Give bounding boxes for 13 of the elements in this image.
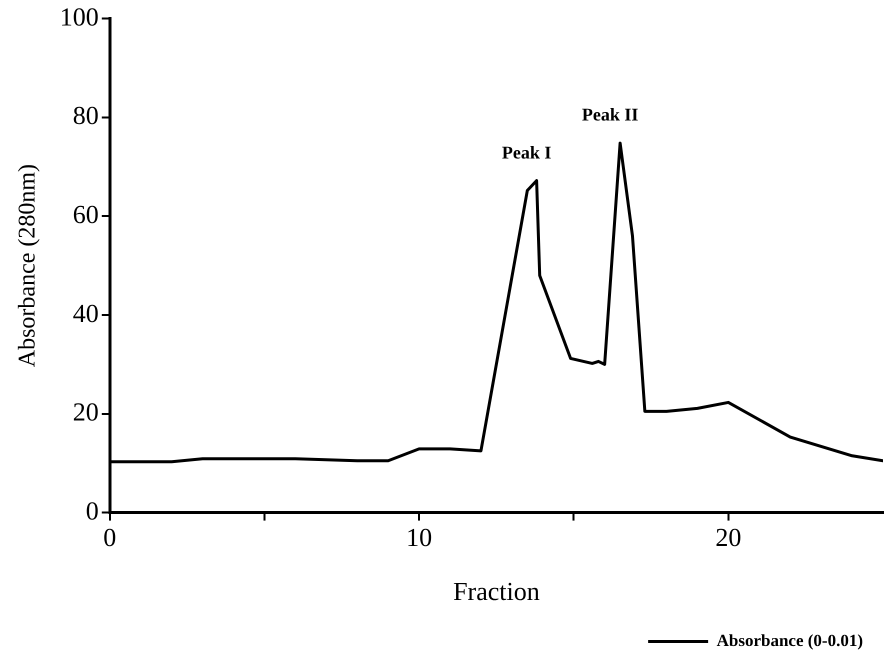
x-axis-title: Fraction: [453, 577, 540, 606]
x-tick-label: 20: [715, 523, 742, 552]
y-tick-label: 100: [60, 2, 99, 32]
y-axis-title: Absorbance (280nm): [14, 164, 41, 368]
x-tick-label: 10: [406, 523, 432, 552]
y-tick-label: 40: [72, 298, 99, 328]
annotation: Peak II: [582, 104, 638, 125]
y-tick-label: 80: [72, 101, 99, 130]
annotation: Peak I: [502, 142, 552, 162]
y-tick-label: 60: [72, 200, 99, 230]
y-tick-label: 0: [86, 496, 99, 526]
legend-label: Absorbance (0-0.01): [716, 630, 864, 650]
y-tick-label: 20: [72, 398, 99, 427]
